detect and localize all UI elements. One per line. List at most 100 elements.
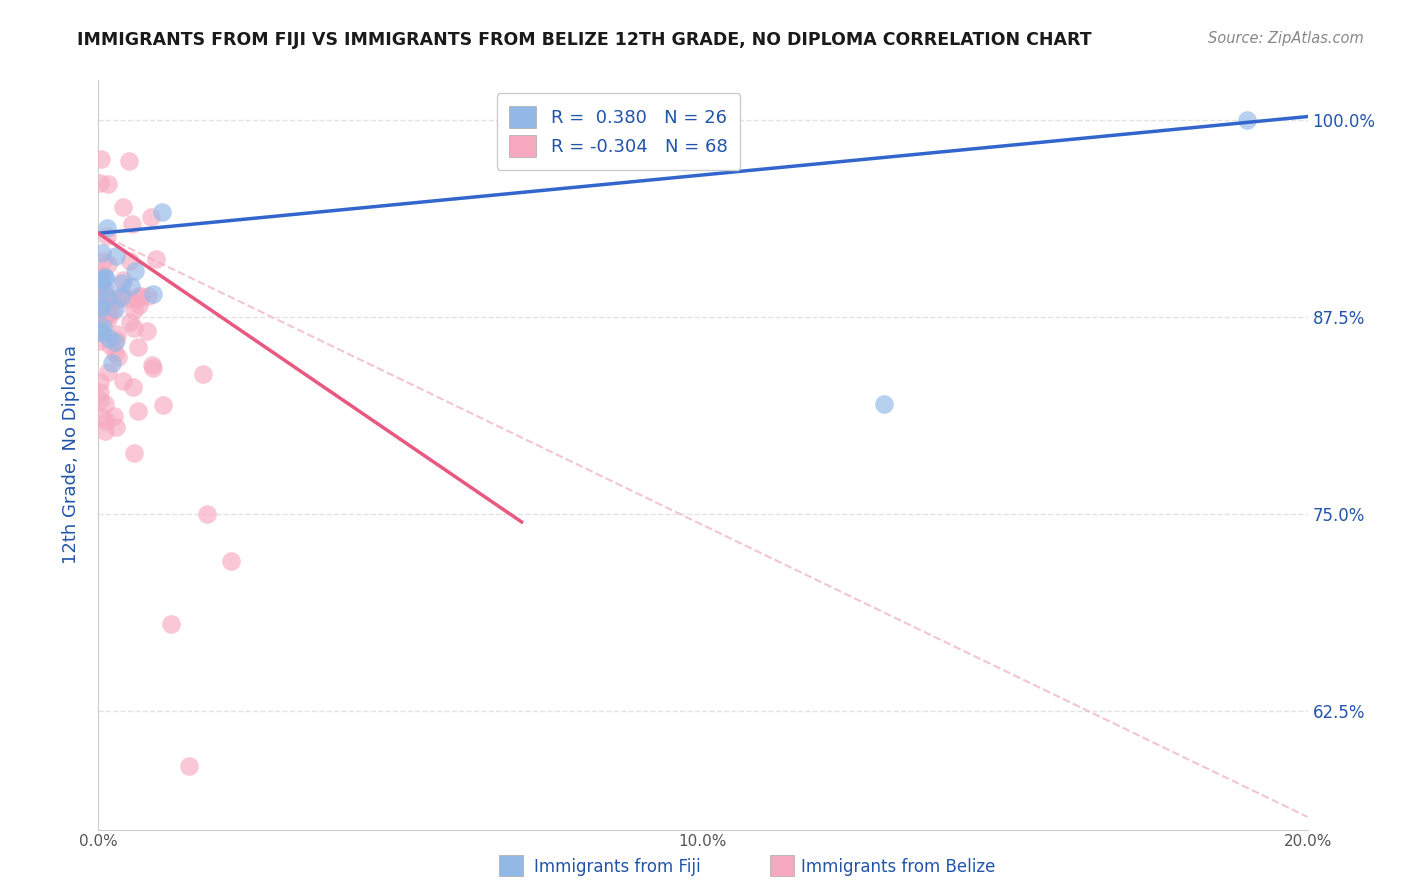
Point — [89, 301, 111, 316]
Y-axis label: 12th Grade, No Diploma: 12th Grade, No Diploma — [62, 345, 80, 565]
Point — [96, 310, 118, 324]
Point — [90, 277, 112, 291]
Point — [105, 293, 128, 308]
Point — [118, 253, 141, 268]
Point — [101, 305, 124, 319]
Point — [136, 289, 159, 303]
Point — [89, 375, 111, 389]
Point — [93, 281, 115, 295]
Point — [91, 410, 114, 425]
Point — [89, 297, 111, 311]
Point — [117, 292, 139, 306]
Point — [91, 246, 114, 260]
Bar — [770, 855, 794, 876]
Text: Source: ZipAtlas.com: Source: ZipAtlas.com — [1208, 31, 1364, 46]
Point — [121, 217, 143, 231]
Point — [94, 270, 117, 285]
Point — [1236, 112, 1258, 127]
Point — [90, 152, 112, 166]
Point — [127, 292, 149, 306]
Point — [141, 358, 163, 372]
Point — [89, 392, 111, 407]
Point — [89, 176, 111, 190]
Point — [96, 366, 118, 380]
Point — [127, 340, 149, 354]
Point — [142, 360, 165, 375]
Point — [89, 334, 111, 349]
Legend: R =  0.380   N = 26, R = -0.304   N = 68: R = 0.380 N = 26, R = -0.304 N = 68 — [496, 93, 740, 169]
Point — [193, 367, 215, 381]
Point — [195, 507, 218, 521]
Point — [111, 273, 134, 287]
Point — [124, 263, 146, 277]
Point — [101, 356, 124, 370]
Point — [104, 301, 127, 316]
Point — [97, 178, 120, 192]
Point — [93, 424, 115, 438]
Point — [96, 292, 118, 306]
Point — [160, 617, 183, 632]
Point — [221, 554, 243, 568]
Point — [94, 414, 117, 428]
Point — [98, 337, 121, 351]
Point — [105, 326, 128, 341]
Point — [89, 385, 111, 400]
Point — [122, 321, 145, 335]
Point — [90, 271, 112, 285]
Point — [91, 320, 114, 334]
Point — [91, 254, 114, 268]
Point — [104, 333, 127, 347]
Point — [97, 256, 120, 270]
Point — [96, 290, 118, 304]
Bar — [499, 855, 523, 876]
Point — [90, 300, 112, 314]
Text: Immigrants from Belize: Immigrants from Belize — [801, 858, 995, 876]
Point — [117, 154, 139, 169]
Point — [90, 268, 112, 283]
Point — [152, 398, 174, 412]
Point — [127, 289, 149, 303]
Point — [107, 350, 129, 364]
Point — [110, 290, 132, 304]
Point — [111, 200, 134, 214]
Point — [97, 331, 120, 345]
Point — [150, 205, 173, 219]
Point — [135, 324, 157, 338]
Point — [141, 211, 163, 225]
Point — [96, 220, 118, 235]
Point — [118, 315, 141, 329]
Point — [105, 420, 128, 434]
Point — [104, 249, 127, 263]
Point — [90, 277, 112, 291]
Point — [179, 759, 201, 773]
Point — [111, 276, 134, 290]
Point — [104, 334, 127, 349]
Point — [90, 274, 112, 288]
Point — [120, 278, 142, 293]
Point — [145, 252, 167, 267]
Point — [94, 397, 117, 411]
Text: Immigrants from Fiji: Immigrants from Fiji — [534, 858, 702, 876]
Point — [93, 285, 115, 300]
Point — [103, 409, 125, 424]
Point — [122, 380, 145, 394]
Point — [873, 397, 896, 411]
Point — [128, 297, 150, 311]
Point — [98, 305, 121, 319]
Point — [89, 324, 111, 338]
Point — [100, 293, 122, 308]
Point — [96, 228, 118, 243]
Point — [111, 375, 134, 389]
Point — [97, 312, 120, 326]
Point — [93, 270, 115, 285]
Point — [89, 311, 111, 326]
Point — [142, 287, 165, 301]
Point — [129, 289, 152, 303]
Point — [122, 446, 145, 460]
Point — [111, 288, 134, 302]
Text: IMMIGRANTS FROM FIJI VS IMMIGRANTS FROM BELIZE 12TH GRADE, NO DIPLOMA CORRELATIO: IMMIGRANTS FROM FIJI VS IMMIGRANTS FROM … — [77, 31, 1092, 49]
Point — [127, 403, 149, 417]
Point — [91, 326, 114, 341]
Point — [93, 283, 115, 297]
Point — [122, 302, 145, 317]
